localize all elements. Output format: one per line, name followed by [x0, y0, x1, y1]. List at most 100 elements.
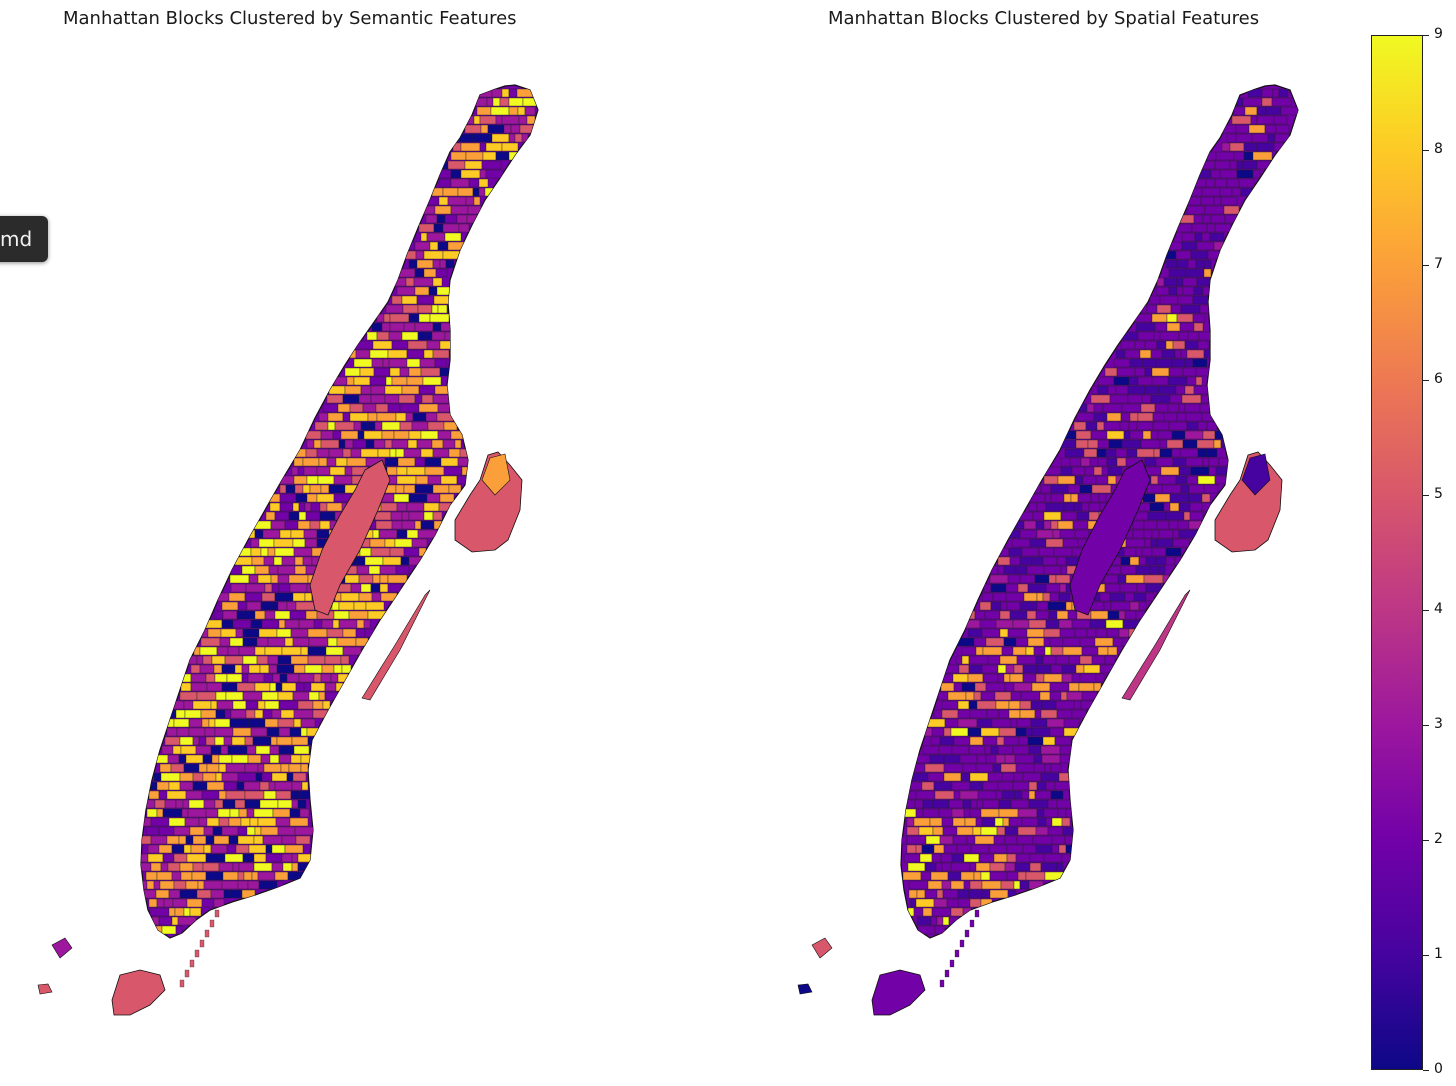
city-block: [1063, 718, 1080, 728]
city-block: [332, 430, 342, 440]
city-block: [229, 574, 250, 584]
city-block: [1198, 331, 1212, 341]
city-block: [1033, 646, 1046, 656]
city-block: [982, 736, 998, 746]
city-block: [230, 709, 247, 719]
city-block: [371, 322, 383, 332]
city-block: [243, 871, 253, 881]
city-block: [1154, 322, 1168, 332]
city-block: [250, 727, 268, 737]
city-block: [1035, 655, 1044, 665]
city-block: [401, 520, 416, 530]
city-block: [1045, 619, 1060, 629]
city-block: [1048, 610, 1058, 620]
city-block: [396, 529, 408, 539]
city-block: [1134, 340, 1146, 350]
city-block: [246, 808, 255, 818]
city-block: [360, 448, 379, 458]
city-block: [929, 754, 945, 764]
city-block: [146, 808, 158, 818]
city-block: [1163, 412, 1178, 422]
city-block: [1097, 457, 1108, 467]
city-block: [951, 853, 965, 863]
city-block: [150, 754, 169, 764]
governors-island: [871, 969, 926, 1016]
city-block: [508, 133, 516, 143]
city-block: [935, 862, 943, 872]
city-block: [375, 403, 389, 413]
city-block: [1142, 493, 1156, 503]
city-block: [192, 736, 200, 746]
city-block: [995, 754, 1006, 764]
city-block: [269, 754, 280, 764]
city-block: [396, 502, 408, 512]
city-block: [521, 133, 529, 143]
city-block: [1063, 727, 1081, 737]
city-block: [1147, 511, 1167, 521]
city-block: [1056, 556, 1067, 566]
city-block: [1047, 799, 1058, 809]
city-block: [408, 430, 422, 440]
city-block: [431, 187, 444, 197]
city-block: [1041, 700, 1057, 710]
city-block: [915, 790, 936, 800]
city-block: [184, 817, 200, 827]
city-block: [188, 718, 203, 728]
city-block: [1060, 511, 1078, 521]
city-block: [974, 682, 987, 692]
city-block: [1041, 466, 1062, 476]
city-block: [1016, 835, 1034, 845]
city-block: [247, 754, 262, 764]
city-block: [179, 772, 194, 782]
city-block: [1145, 592, 1155, 602]
city-block: [1191, 223, 1208, 233]
city-block: [1156, 520, 1170, 530]
city-block: [432, 484, 450, 494]
city-block: [998, 709, 1010, 719]
city-block: [414, 484, 434, 494]
city-block: [967, 673, 984, 683]
city-block: [1134, 313, 1153, 323]
city-block: [420, 520, 435, 530]
city-block: [167, 862, 181, 872]
city-block: [464, 160, 483, 170]
city-block: [997, 556, 1011, 566]
city-block: [1040, 772, 1060, 782]
city-block: [244, 592, 263, 602]
city-block: [1120, 340, 1136, 350]
city-block: [288, 763, 302, 773]
city-block: [333, 376, 348, 386]
city-block: [1016, 718, 1032, 728]
city-block: [290, 529, 305, 539]
city-block: [1136, 421, 1154, 431]
city-block: [367, 412, 378, 422]
city-block: [334, 421, 355, 431]
city-block: [161, 745, 174, 755]
city-block: [968, 700, 978, 710]
city-block: [975, 817, 983, 827]
city-block: [403, 484, 416, 494]
city-block: [1060, 457, 1071, 467]
city-block: [360, 583, 372, 593]
city-block: [1220, 196, 1238, 206]
city-block: [1057, 808, 1067, 818]
city-block: [976, 700, 997, 710]
city-block: [1087, 439, 1099, 449]
city-block: [1003, 565, 1017, 575]
city-block: [1093, 403, 1104, 413]
city-block: [1103, 421, 1121, 431]
city-block: [970, 844, 990, 854]
city-block: [1208, 457, 1220, 467]
city-block: [1169, 394, 1183, 404]
city-block: [391, 520, 403, 530]
city-block: [414, 394, 423, 404]
city-block: [1152, 421, 1170, 431]
city-block: [250, 619, 263, 629]
city-block: [227, 745, 248, 755]
city-block: [196, 889, 212, 899]
city-block: [242, 691, 263, 701]
city-block: [1124, 592, 1135, 602]
city-block: [365, 601, 385, 611]
city-block: [1210, 169, 1221, 179]
city-block: [1077, 493, 1092, 503]
